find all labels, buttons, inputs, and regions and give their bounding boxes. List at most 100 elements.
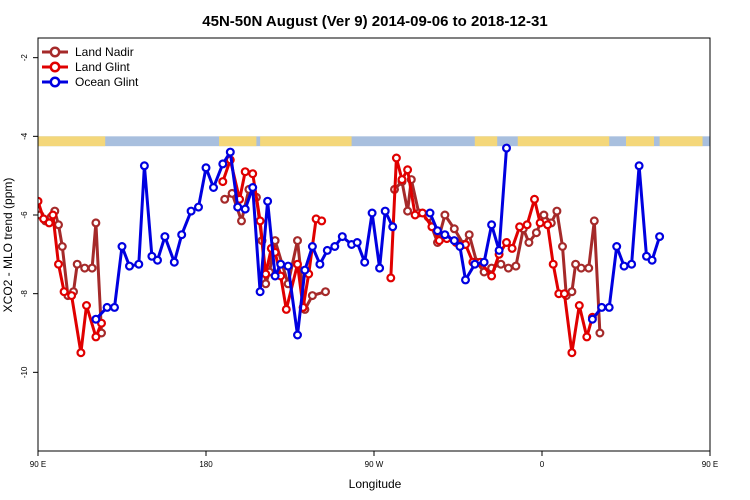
data-point (548, 259, 558, 269)
data-point (597, 302, 607, 312)
data-point (39, 214, 49, 224)
data-point (255, 287, 265, 297)
data-point (53, 259, 63, 269)
data-point (529, 194, 539, 204)
data-point (209, 183, 219, 193)
band-land (219, 136, 257, 147)
data-point (307, 291, 317, 301)
x-axis-label: Longitude (349, 477, 402, 491)
legend-label: Land Nadir (75, 45, 134, 59)
data-point (587, 314, 597, 324)
data-point (461, 275, 471, 285)
series-line (94, 150, 395, 337)
data-point (337, 232, 347, 242)
legend-marker (49, 76, 61, 88)
data-point (261, 269, 271, 279)
data-point (76, 348, 86, 358)
legend-item: Land Glint (42, 60, 130, 74)
data-point (418, 208, 428, 218)
data-point (194, 202, 204, 212)
data-point (552, 206, 562, 216)
data-point (237, 216, 247, 226)
data-point (330, 242, 340, 252)
y-axis-label: XCO2 - MLO trend (ppm) (1, 178, 15, 313)
data-point (352, 238, 362, 248)
data-point (169, 257, 179, 267)
data-point (160, 232, 170, 242)
data-point (57, 242, 67, 252)
data-point (96, 318, 106, 328)
data-point (655, 232, 665, 242)
data-point (522, 220, 532, 230)
data-point (48, 210, 58, 220)
data-point (91, 314, 101, 324)
y-tick-label: -10 (20, 366, 29, 378)
data-point (576, 263, 586, 273)
data-point (397, 175, 407, 185)
data-point (449, 224, 459, 234)
legend-marker (49, 46, 61, 58)
series-layer (38, 143, 665, 358)
legend-item: Land Nadir (42, 45, 134, 59)
data-point (317, 216, 327, 226)
data-point (44, 218, 54, 228)
data-point (627, 259, 637, 269)
data-point (53, 220, 63, 230)
data-point (487, 220, 497, 230)
band-ocean (38, 136, 710, 147)
data-point (410, 210, 420, 220)
chart-title: 45N-50N August (Ver 9) 2014-09-06 to 201… (202, 13, 547, 30)
data-point (248, 169, 258, 179)
data-point (59, 287, 69, 297)
data-point (102, 302, 112, 312)
data-point (543, 220, 553, 230)
data-point (276, 259, 286, 269)
data-point (300, 265, 310, 275)
x-tick-label: 90 W (365, 460, 384, 469)
data-point (281, 304, 291, 314)
plot-frame (37, 37, 711, 452)
data-point (220, 194, 230, 204)
data-point (503, 263, 513, 273)
data-point (293, 259, 303, 269)
data-point (218, 159, 228, 169)
data-point (595, 328, 605, 338)
data-point (240, 167, 250, 177)
legend-marker (49, 61, 61, 73)
data-point (464, 230, 474, 240)
data-point (38, 196, 43, 206)
data-point (248, 183, 258, 193)
data-point (496, 259, 506, 269)
data-point (524, 238, 534, 248)
data-point (567, 348, 577, 358)
data-point (449, 236, 459, 246)
data-point (81, 301, 91, 311)
data-point (567, 287, 577, 297)
data-point (440, 230, 450, 240)
data-point (375, 263, 385, 273)
data-point (507, 243, 517, 253)
data-point (117, 242, 127, 252)
data-point (433, 226, 443, 236)
data-point (535, 218, 545, 228)
legend-label: Land Glint (75, 60, 130, 74)
data-point (240, 204, 250, 214)
y-tick-label: -2 (20, 54, 29, 62)
band-land (38, 136, 106, 147)
data-point (322, 245, 332, 255)
series-ocean-glint (91, 143, 665, 340)
data-point (388, 222, 398, 232)
data-point (109, 302, 119, 312)
data-point (511, 261, 521, 271)
data-point (80, 263, 90, 273)
data-point (91, 218, 101, 228)
data-point (134, 259, 144, 269)
data-point (233, 202, 243, 212)
data-point (589, 216, 599, 226)
data-point (434, 236, 444, 246)
data-point (225, 147, 235, 157)
y-tick-label: -8 (20, 290, 29, 298)
data-point (283, 261, 293, 271)
data-point (124, 261, 134, 271)
